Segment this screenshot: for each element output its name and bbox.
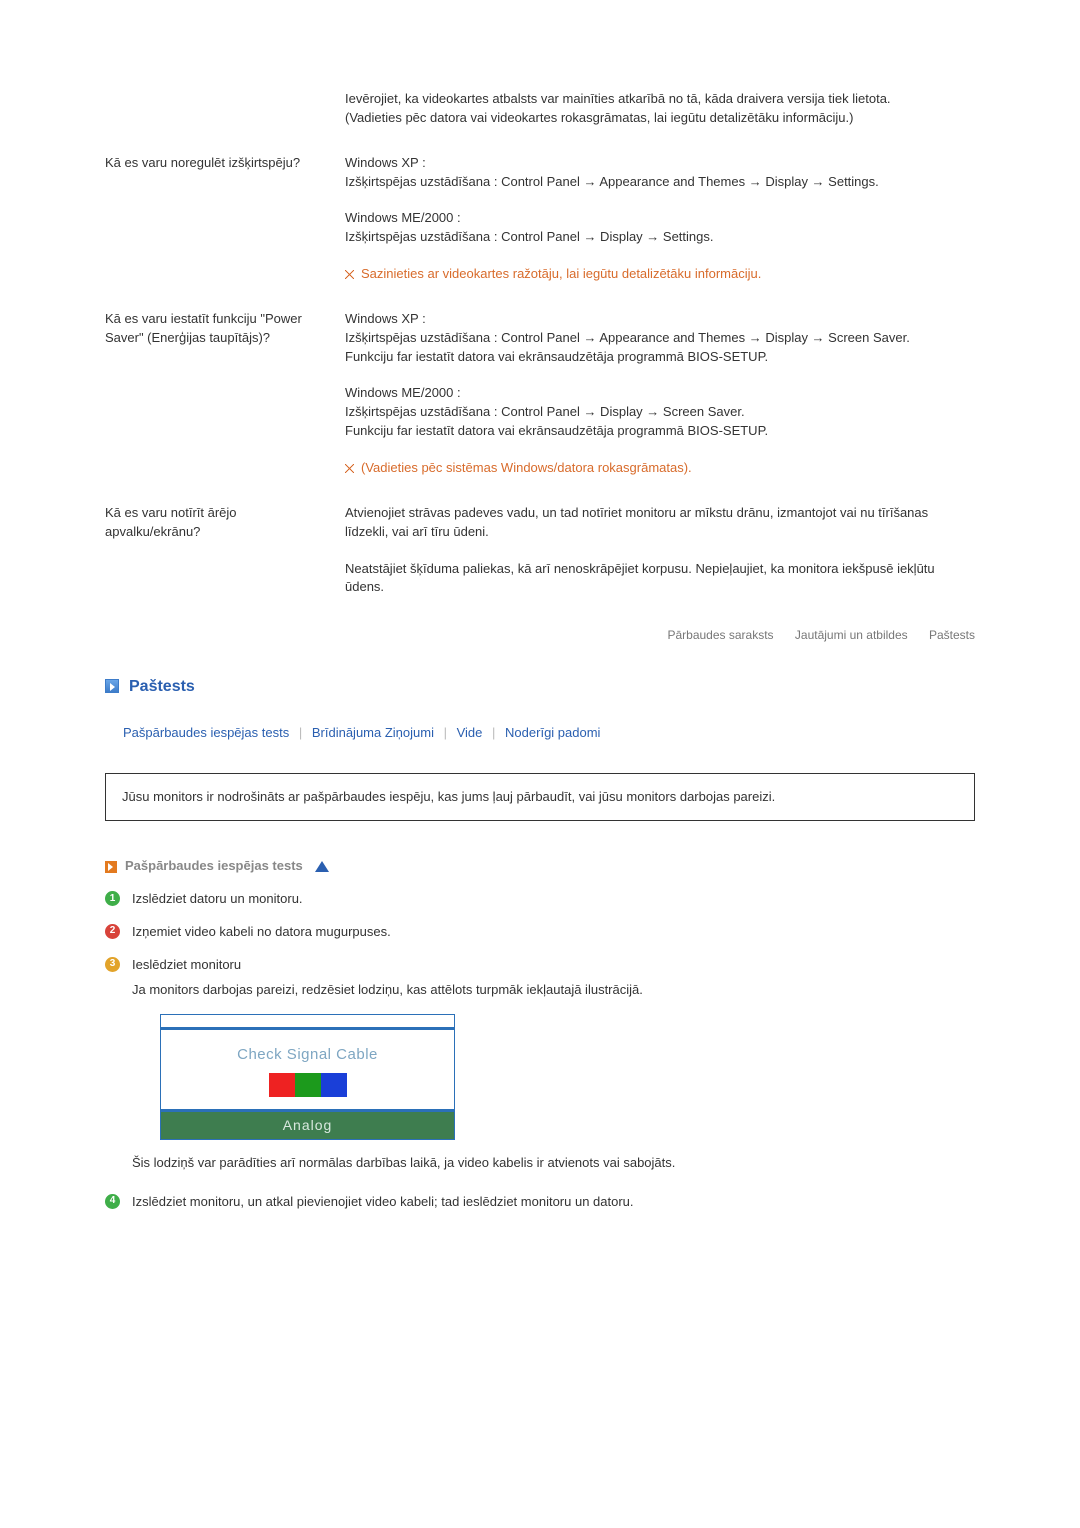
osd-footer: Analog	[161, 1112, 454, 1138]
qa-row: Kā es varu iestatīt funkciju "Power Save…	[105, 310, 975, 478]
step-number-icon: 1	[105, 891, 120, 906]
step-text: Ieslēdziet monitoru	[132, 956, 975, 975]
red-square-icon	[269, 1073, 295, 1097]
qa-answer-text: Windows ME/2000 : Izšķirtspējas uzstādīš…	[345, 209, 975, 247]
qa-answer-text: Neatstājiet šķīduma paliekas, kā arī nen…	[345, 560, 975, 598]
breadcrumb-item[interactable]: Pārbaudes saraksts	[667, 628, 773, 642]
qa-row: Kā es varu noregulēt izšķirtspēju? Windo…	[105, 154, 975, 284]
page: Ievērojiet, ka videokartes atbalsts var …	[0, 0, 1080, 1305]
step: 2 Izņemiet video kabeli no datora mugurp…	[105, 923, 975, 948]
breadcrumb-item[interactable]: Paštests	[929, 628, 975, 642]
qa-question: Kā es varu notīrīt ārējo apvalku/ekrānu?	[105, 504, 345, 597]
sublink[interactable]: Brīdinājuma Ziņojumi	[312, 725, 434, 740]
breadcrumb: Pārbaudes saraksts Jautājumi un atbildes…	[105, 627, 975, 644]
arrow-right-icon	[105, 861, 117, 873]
green-square-icon	[295, 1073, 321, 1097]
qa-answer-text: Windows ME/2000 : Izšķirtspējas uzstādīš…	[345, 384, 975, 441]
info-box: Jūsu monitors ir nodrošināts ar pašpārba…	[105, 773, 975, 822]
step: 1 Izslēdziet datoru un monitoru.	[105, 890, 975, 915]
qa-row: Kā es varu notīrīt ārējo apvalku/ekrānu?…	[105, 504, 975, 597]
qa-answer: Ievērojiet, ka videokartes atbalsts var …	[345, 90, 975, 128]
section-title: Paštests	[105, 675, 975, 698]
qa-question	[105, 90, 345, 128]
step-number-icon: 3	[105, 957, 120, 972]
step-text: Izņemiet video kabeli no datora mugurpus…	[132, 923, 975, 942]
info-box-text: Jūsu monitors ir nodrošināts ar pašpārba…	[122, 789, 775, 804]
blue-square-icon	[321, 1073, 347, 1097]
step-text: Šis lodziņš var parādīties arī normālas …	[132, 1154, 975, 1173]
separator: |	[299, 725, 302, 740]
qa-answer-text: Windows XP : Izšķirtspējas uzstādīšana :…	[345, 310, 975, 367]
step: 4 Izslēdziet monitoru, un atkal pievieno…	[105, 1193, 975, 1218]
step-number-icon: 2	[105, 924, 120, 939]
sublink[interactable]: Pašpārbaudes iespējas tests	[123, 725, 289, 740]
section-title-text: Paštests	[129, 675, 195, 698]
qa-note: (Vadieties pēc sistēmas Windows/datora r…	[345, 459, 975, 478]
qa-answer-text: Windows XP : Izšķirtspējas uzstādīšana :…	[345, 154, 975, 192]
sub-heading-text: Pašpārbaudes iespējas tests	[125, 857, 303, 876]
osd-body: Check Signal Cable	[161, 1030, 454, 1110]
step-text: Ja monitors darbojas pareizi, redzēsiet …	[132, 981, 975, 1000]
arrow-right-icon	[105, 679, 119, 693]
step: 3 Ieslēdziet monitoru Ja monitors darboj…	[105, 956, 975, 1179]
triangle-up-icon[interactable]	[315, 861, 329, 872]
step-text: Izslēdziet datoru un monitoru.	[132, 890, 975, 909]
qa-answer-text: Atvienojiet strāvas padeves vadu, un tad…	[345, 504, 975, 542]
step-number-icon: 4	[105, 1194, 120, 1209]
qa-question: Kā es varu noregulēt izšķirtspēju?	[105, 154, 345, 284]
osd-top	[161, 1015, 454, 1027]
osd-color-squares	[161, 1073, 454, 1097]
separator: |	[492, 725, 495, 740]
qa-answer-text: Ievērojiet, ka videokartes atbalsts var …	[345, 90, 975, 128]
qa-question: Kā es varu iestatīt funkciju "Power Save…	[105, 310, 345, 478]
sub-heading: Pašpārbaudes iespējas tests	[105, 857, 975, 876]
separator: |	[444, 725, 447, 740]
osd-dialog: Check Signal Cable Analog	[160, 1014, 455, 1140]
breadcrumb-item[interactable]: Jautājumi un atbildes	[795, 628, 908, 642]
qa-row: Ievērojiet, ka videokartes atbalsts var …	[105, 90, 975, 128]
steps-list: 1 Izslēdziet datoru un monitoru. 2 Izņem…	[105, 890, 975, 1217]
qa-table: Ievērojiet, ka videokartes atbalsts var …	[105, 90, 975, 597]
qa-answer: Windows XP : Izšķirtspējas uzstādīšana :…	[345, 154, 975, 284]
qa-note: Sazinieties ar videokartes ražotāju, lai…	[345, 265, 975, 284]
qa-answer: Atvienojiet strāvas padeves vadu, un tad…	[345, 504, 975, 597]
qa-answer: Windows XP : Izšķirtspējas uzstādīšana :…	[345, 310, 975, 478]
step-text: Izslēdziet monitoru, un atkal pievienoji…	[132, 1193, 975, 1212]
sublink[interactable]: Vide	[457, 725, 483, 740]
osd-title: Check Signal Cable	[161, 1044, 454, 1066]
sub-links: Pašpārbaudes iespējas tests | Brīdinājum…	[123, 724, 975, 743]
sublink[interactable]: Noderīgi padomi	[505, 725, 600, 740]
